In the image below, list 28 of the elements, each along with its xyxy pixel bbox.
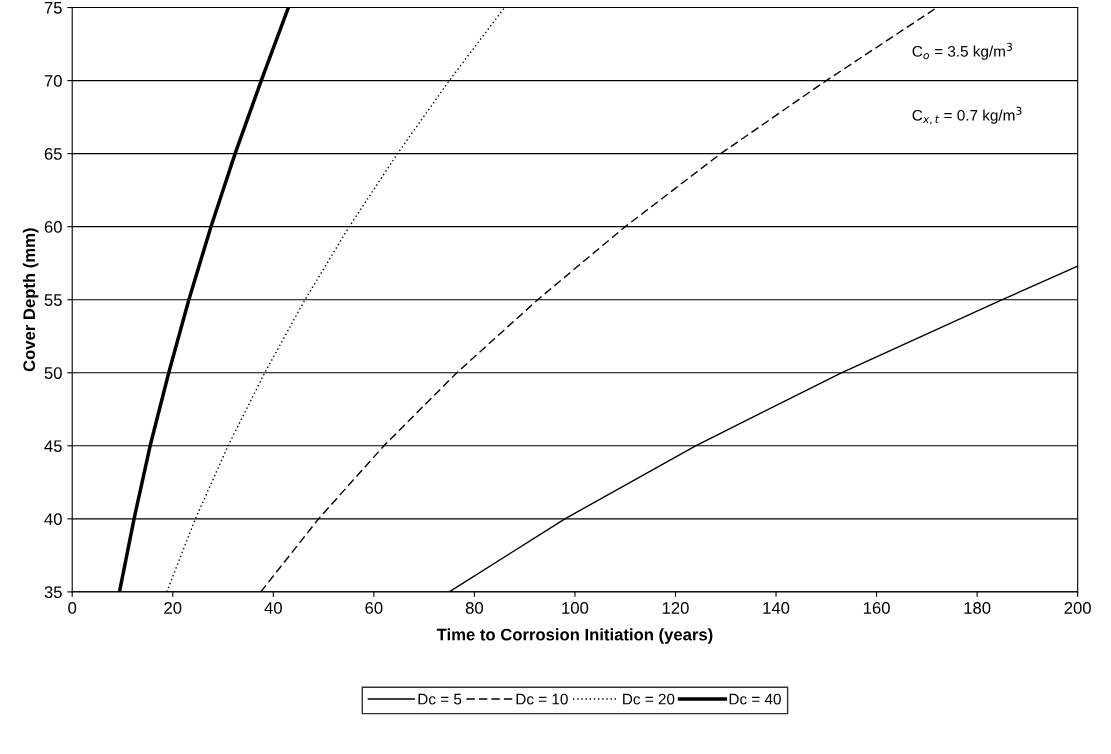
legend-label: Dc = 20 (623, 693, 675, 705)
legend-label: Dc = 5 (418, 693, 462, 705)
x-tick-label: 160 (863, 602, 890, 614)
y-tick-label: 50 (44, 367, 62, 379)
x-tick-label: 200 (1064, 602, 1091, 614)
y-tick-label: 40 (44, 513, 62, 526)
y-tick-label: 70 (44, 74, 62, 87)
y-tick-label: 35 (44, 586, 62, 599)
x-tick-label: 80 (465, 602, 484, 614)
x-tick-label: 60 (365, 602, 383, 614)
y-tick-label: 65 (44, 148, 62, 160)
y-tick-label: 45 (44, 440, 62, 453)
x-tick-label: 180 (964, 602, 991, 614)
x-tick-label: 40 (264, 602, 282, 614)
y-tick-label: 75 (44, 2, 62, 14)
x-tick-label: 20 (164, 602, 182, 614)
x-tick-label: 0 (68, 602, 77, 614)
x-axis-title: Time to Corrosion Initiation (years) (436, 628, 713, 644)
legend-label: Dc = 40 (729, 693, 781, 705)
annotation: C$_{x,t}$ = 0.7 kg/m$^{3}$ (912, 106, 1022, 125)
y-tick-label: 55 (44, 294, 62, 306)
legend-label: Dc = 10 (516, 693, 568, 705)
x-tick-label: 140 (763, 602, 790, 614)
y-tick-label: 60 (44, 221, 62, 233)
x-tick-label: 120 (662, 602, 689, 614)
x-tick-label: 100 (562, 602, 589, 614)
y-axis-title: Cover Depth (mm) (22, 228, 39, 372)
annotation: C$_{o}$ = 3.5 kg/m$^{3}$ (912, 42, 1012, 60)
